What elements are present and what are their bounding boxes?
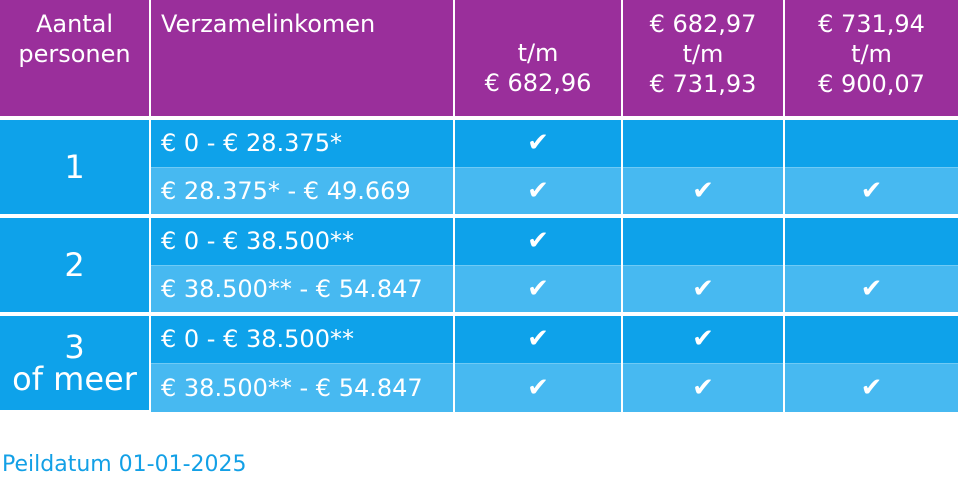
table-row: € 38.500** - € 54.847 ✔ ✔ ✔ (0, 265, 958, 316)
persons-cell: 1 (0, 118, 151, 218)
header-persons-line: personen (18, 40, 131, 68)
table-row: 1 € 0 - € 28.375* ✔ (0, 118, 958, 218)
income-range: € 28.375* - € 49.669 (150, 167, 455, 218)
check-icon: ✔ (454, 314, 623, 364)
income-eligibility-table: Aantal personen Verzamelinkomen t/m € 68… (0, 0, 958, 414)
check-icon: ✔ (622, 363, 785, 412)
persons-value: 1 (64, 148, 85, 186)
table-row: 2 € 0 - € 38.500** ✔ (0, 216, 958, 316)
persons-cell: 3 of meer (0, 314, 151, 414)
header-column-2-line: € 682,97 (649, 10, 757, 38)
check-icon: ✔ (784, 265, 958, 316)
check-icon (784, 314, 958, 364)
income-range: € 0 - € 38.500** (150, 314, 455, 364)
check-icon (622, 118, 785, 168)
check-icon (622, 216, 785, 266)
income-range: € 38.500** - € 54.847 (150, 363, 455, 412)
header-income: Verzamelinkomen (150, 0, 455, 120)
check-icon: ✔ (454, 265, 623, 316)
header-column-2-line: t/m (682, 40, 724, 68)
persons-value: of meer (12, 360, 137, 398)
check-icon: ✔ (454, 216, 623, 266)
income-range: € 0 - € 28.375* (150, 118, 455, 168)
check-icon: ✔ (622, 314, 785, 364)
check-icon: ✔ (784, 167, 958, 218)
check-icon (784, 118, 958, 168)
table-header-row: Aantal personen Verzamelinkomen t/m € 68… (0, 0, 958, 120)
header-column-3-line: € 900,07 (818, 70, 925, 98)
check-icon: ✔ (622, 167, 785, 218)
header-column-1: t/m € 682,96 (454, 0, 623, 120)
reference-date-footnote: Peildatum 01-01-2025 (2, 452, 247, 477)
check-icon: ✔ (622, 265, 785, 316)
table-row: 3 of meer € 0 - € 38.500** ✔ ✔ (0, 314, 958, 414)
header-persons-line: Aantal (35, 10, 114, 38)
header-column-1-line: € 682,96 (484, 69, 592, 97)
check-icon (784, 216, 958, 266)
header-persons: Aantal personen (0, 0, 151, 120)
header-column-2: € 682,97 t/m € 731,93 (622, 0, 785, 120)
persons-value: 2 (64, 246, 85, 284)
persons-cell: 2 (0, 216, 151, 316)
check-icon: ✔ (454, 118, 623, 168)
check-icon: ✔ (784, 363, 958, 412)
table-row: € 28.375* - € 49.669 ✔ ✔ ✔ (0, 167, 958, 218)
check-icon: ✔ (454, 363, 623, 412)
header-column-3: € 731,94 t/m € 900,07 (784, 0, 958, 120)
header-column-3-line: t/m (851, 40, 892, 68)
persons-value: 3 (64, 328, 85, 366)
header-column-2-line: € 731,93 (649, 70, 757, 98)
header-column-1-line: t/m (517, 39, 559, 67)
header-column-3-line: € 731,94 (818, 10, 925, 38)
income-range: € 38.500** - € 54.847 (150, 265, 455, 316)
income-range: € 0 - € 38.500** (150, 216, 455, 266)
table-row: € 38.500** - € 54.847 ✔ ✔ ✔ (0, 363, 958, 412)
check-icon: ✔ (454, 167, 623, 218)
